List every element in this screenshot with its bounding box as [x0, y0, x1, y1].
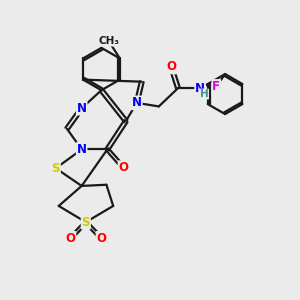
Text: O: O	[118, 161, 128, 174]
Text: S: S	[82, 216, 90, 229]
Text: N: N	[77, 102, 87, 115]
Text: O: O	[166, 61, 176, 74]
Text: N: N	[77, 143, 87, 156]
Text: CH₃: CH₃	[98, 36, 119, 46]
Text: F: F	[212, 80, 220, 93]
Text: N: N	[195, 82, 205, 95]
Text: O: O	[96, 232, 106, 245]
Text: H: H	[200, 89, 208, 99]
Text: N: N	[132, 96, 142, 110]
Text: S: S	[52, 162, 60, 175]
Text: O: O	[65, 232, 76, 245]
